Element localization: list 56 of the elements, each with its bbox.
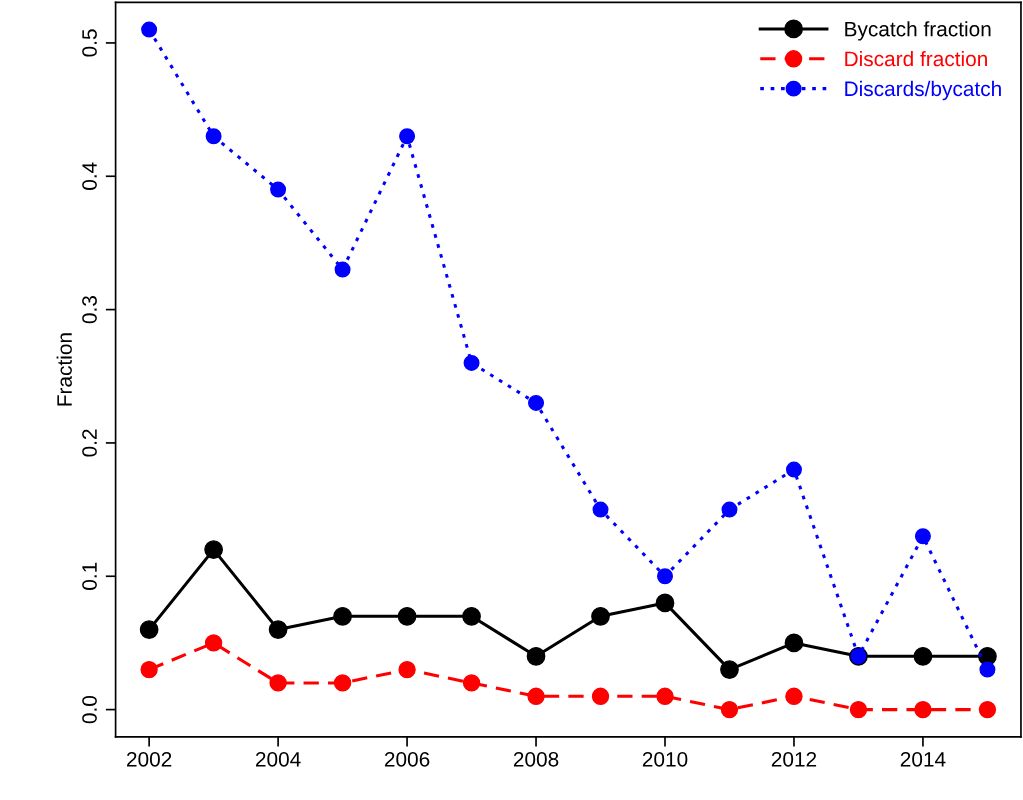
legend-label: Discards/bycatch: [845, 80, 1001, 101]
point: [139, 620, 159, 639]
point: [528, 394, 545, 411]
point: [204, 540, 223, 559]
point: [462, 674, 481, 692]
point: [849, 700, 868, 719]
point: [527, 687, 545, 705]
point: [979, 661, 996, 678]
point: [140, 660, 158, 679]
y-tick-label: 0.0: [82, 695, 97, 724]
point: [333, 674, 352, 692]
legend-label: Bycatch fraction: [845, 21, 991, 41]
point: [268, 620, 288, 639]
y-tick-label: 0.5: [82, 29, 97, 57]
point: [913, 646, 933, 666]
y-tick-label: 0.2: [82, 429, 97, 457]
point: [334, 261, 351, 278]
point: [398, 660, 416, 679]
x-tick-label: 2006: [384, 751, 430, 767]
point: [204, 634, 223, 652]
y-axis-title: Fraction: [56, 333, 72, 406]
point: [914, 700, 932, 719]
x-tick-label: 2004: [255, 751, 301, 767]
point: [720, 700, 739, 719]
point: [785, 687, 803, 705]
point: [978, 700, 997, 719]
point: [463, 354, 480, 371]
x-tick-label: 2008: [513, 751, 559, 767]
point: [592, 501, 609, 518]
y-tick-label: 0.4: [82, 162, 97, 190]
point: [333, 606, 352, 626]
point: [656, 687, 674, 705]
y-tick-label: 0.3: [82, 296, 97, 324]
x-tick-label: 2012: [771, 751, 817, 767]
point: [721, 501, 738, 518]
point: [720, 660, 739, 679]
point: [205, 128, 222, 145]
x-tick-label: 2002: [127, 751, 172, 767]
point: [591, 606, 610, 626]
point: [914, 528, 931, 545]
point: [269, 674, 287, 692]
point: [784, 633, 804, 653]
point: [657, 568, 673, 585]
point: [591, 687, 610, 705]
point: [141, 21, 158, 38]
x-tick-label: 2014: [900, 751, 946, 767]
legend-label: Discard fraction: [845, 50, 987, 67]
y-tick-label: 0.1: [82, 562, 97, 590]
x-tick-label: 2010: [642, 751, 688, 767]
point: [397, 606, 417, 626]
point: [270, 181, 287, 198]
point: [526, 646, 546, 666]
point: [399, 128, 416, 145]
point: [462, 606, 481, 626]
point: [655, 593, 675, 613]
point: [785, 461, 802, 478]
